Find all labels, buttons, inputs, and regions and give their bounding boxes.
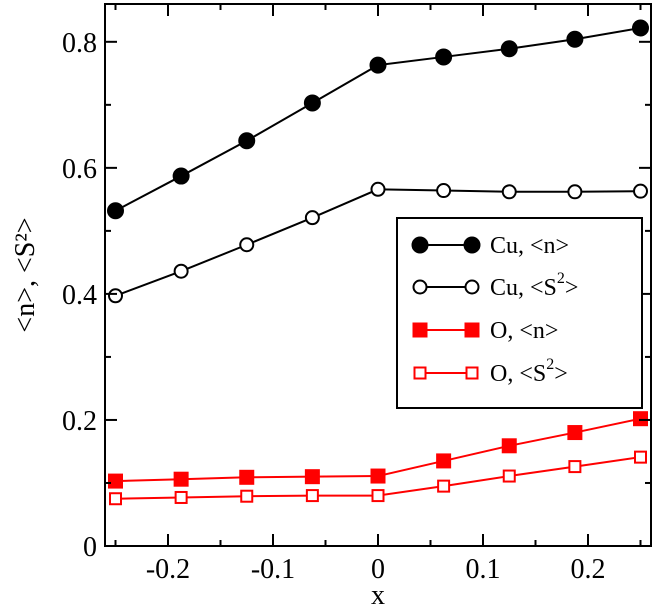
series-0 (107, 19, 649, 220)
data-point (239, 237, 255, 253)
legend: Cu, <n>Cu, <S2>O, <n>O, <S2> (396, 217, 643, 409)
series-3 (109, 450, 647, 506)
x-tick-label: 0.2 (571, 554, 606, 585)
legend-marker (464, 279, 480, 295)
data-point (304, 469, 320, 485)
data-point (108, 288, 123, 304)
legend-entry: O, <n> (412, 318, 558, 344)
y-tick-label: 0.2 (62, 406, 97, 437)
legend-marker (465, 366, 479, 380)
legend-label-main: O, <S (490, 361, 546, 387)
data-point (567, 184, 583, 200)
data-point (633, 183, 648, 199)
data-point (435, 48, 453, 66)
data-point (436, 453, 452, 469)
data-point (371, 489, 385, 503)
x-tick-label: 0.1 (466, 554, 501, 585)
legend-marker (412, 322, 428, 338)
data-point (370, 181, 386, 197)
series-1 (108, 181, 648, 304)
data-point (240, 489, 254, 503)
legend-marker (463, 236, 481, 254)
legend-marker (412, 279, 428, 295)
legend-label: Cu, <n> (490, 233, 569, 259)
data-point (303, 94, 321, 112)
data-point (568, 460, 582, 474)
data-point (172, 167, 190, 185)
data-point (304, 210, 320, 226)
data-point (501, 184, 517, 200)
legend-label-sup: 2 (557, 270, 565, 287)
data-point (305, 489, 319, 503)
data-point (107, 202, 124, 220)
data-point (567, 425, 583, 441)
data-point (436, 183, 452, 199)
data-point (437, 479, 451, 493)
legend-entry: Cu, <S2> (412, 270, 578, 301)
legend-label-tail: > (554, 361, 568, 387)
x-tick-label: -0.2 (146, 554, 190, 585)
legend-box (396, 217, 643, 409)
y-tick-label: 0.8 (62, 28, 97, 59)
legend-label-sup: 2 (546, 356, 554, 373)
legend-label-main: Cu, <S (490, 275, 557, 301)
y-tick-label: 0.4 (62, 280, 97, 311)
x-axis-label: x (371, 580, 385, 609)
series-2 (108, 411, 648, 489)
data-point (500, 40, 518, 58)
data-point (566, 30, 584, 48)
data-point (369, 56, 387, 74)
legend-label-main: O, <n> (490, 318, 558, 344)
x-tick-label: -0.1 (251, 554, 295, 585)
series-group (107, 19, 649, 506)
data-point (501, 438, 517, 454)
legend-entry: O, <S2> (413, 356, 568, 387)
data-point (239, 469, 255, 485)
legend-marker (411, 236, 429, 254)
legend-label-tail: > (565, 275, 579, 301)
data-point (173, 471, 189, 487)
legend-label: Cu, <S2> (490, 270, 578, 301)
data-point (502, 469, 516, 483)
data-point (370, 468, 386, 484)
legend-label: O, <n> (490, 318, 558, 344)
x-tick-label: 0 (371, 554, 385, 585)
data-point (173, 263, 189, 279)
data-point (238, 132, 256, 150)
legend-label: O, <S2> (490, 356, 568, 387)
data-point (108, 473, 123, 489)
legend-marker (464, 322, 480, 338)
y-tick-label: 0 (83, 532, 97, 563)
data-point (174, 490, 188, 504)
data-point (634, 450, 647, 464)
data-point (632, 19, 649, 37)
y-axis-ticks: 0 0.2 0.4 0.6 0.8 (62, 28, 651, 563)
data-point (633, 411, 648, 427)
data-point (109, 492, 122, 506)
legend-label-main: Cu, <n> (490, 233, 569, 259)
legend-marker (413, 366, 427, 380)
y-tick-label: 0.6 (62, 154, 97, 185)
x-axis-ticks: -0.2 -0.1 0 0.1 0.2 (114, 4, 642, 585)
legend-entry: Cu, <n> (411, 233, 569, 259)
y-axis-label: <n>, <S²> (10, 217, 41, 332)
